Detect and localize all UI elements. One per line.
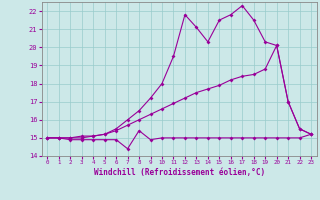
X-axis label: Windchill (Refroidissement éolien,°C): Windchill (Refroidissement éolien,°C) (94, 168, 265, 177)
